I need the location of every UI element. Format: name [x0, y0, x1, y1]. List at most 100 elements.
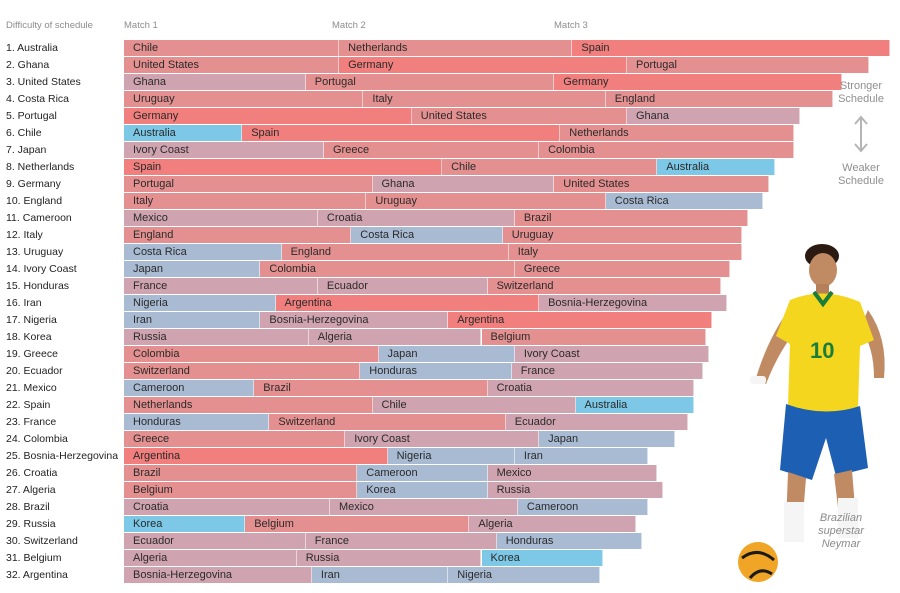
bar-segment-match-3: Ecuador: [505, 414, 688, 430]
bar-segment-match-2: Chile: [442, 159, 658, 175]
bar-segment-match-1: Australia: [124, 125, 243, 141]
team-label: 13. Uruguay: [6, 246, 64, 258]
bar-segment-match-2: Bosnia-Herzegovina: [260, 312, 449, 328]
bar-segment-match-2: Russia: [296, 550, 482, 566]
bar-segment-match-1: Switzerland: [124, 363, 361, 379]
bar-segment-match-1: Germany: [124, 108, 412, 124]
double-arrow-icon: [854, 115, 868, 153]
team-label: 19. Greece: [6, 348, 58, 360]
chart-header: Difficulty of schedule Match 1 Match 2 M…: [0, 0, 900, 36]
team-label: 29. Russia: [6, 518, 56, 530]
bar-segment-match-3: Korea: [481, 550, 603, 566]
bar-segment-match-3: Ivory Coast: [514, 346, 709, 362]
bar-segment-match-2: Chile: [372, 397, 576, 413]
team-label: 27. Algeria: [6, 484, 56, 496]
bar-segment-match-2: Croatia: [317, 210, 515, 226]
bar-segment-match-1: Cameroon: [124, 380, 255, 396]
team-label: 22. Spain: [6, 399, 51, 411]
team-label: 18. Korea: [6, 331, 52, 343]
bar-segment-match-3: Australia: [575, 397, 694, 413]
bar-segment-match-1: Spain: [124, 159, 443, 175]
bar-segment-match-3: Portugal: [627, 57, 870, 73]
player-illustration: 10: [738, 244, 885, 582]
bar-segment-match-3: Iran: [514, 448, 649, 464]
team-label: 23. France: [6, 416, 57, 428]
team-label: 28. Brazil: [6, 501, 50, 513]
bar-segment-match-1: Croatia: [124, 499, 330, 515]
bar-segment-match-1: Italy: [124, 193, 367, 209]
bar-segment-match-1: Greece: [124, 431, 346, 447]
team-label: 3. United States: [6, 76, 81, 88]
chart-title: Difficulty of schedule: [6, 20, 93, 31]
bar-segment-match-1: Korea: [124, 516, 246, 532]
svg-text:10: 10: [810, 338, 834, 363]
team-label: 5. Portugal: [6, 110, 57, 122]
bar-segment-match-3: Japan: [539, 431, 676, 447]
bar-segment-match-1: Algeria: [124, 550, 297, 566]
difficulty-legend: Stronger Schedule Weaker Schedule: [826, 74, 896, 194]
team-label: 7. Japan: [6, 144, 47, 156]
bar-segment-match-3: Colombia: [539, 142, 794, 158]
bar-segment-match-2: England: [281, 244, 509, 260]
team-label: 16. Iran: [6, 297, 42, 309]
bar-segment-match-1: Bosnia-Herzegovina: [124, 567, 312, 583]
bar-segment-match-3: Netherlands: [560, 125, 794, 141]
team-label: 17. Nigeria: [6, 314, 57, 326]
bar-segment-match-2: United States: [411, 108, 627, 124]
bar-segment-match-2: Mexico: [330, 499, 518, 515]
bar-segment-match-3: England: [605, 91, 833, 107]
bar-segment-match-2: Spain: [242, 125, 561, 141]
bar-segment-match-2: Ivory Coast: [345, 431, 540, 447]
bar-segment-match-1: Brazil: [124, 465, 358, 481]
bar-segment-match-3: Italy: [508, 244, 743, 260]
team-label: 32. Argentina: [6, 569, 68, 581]
bar-segment-match-1: Ghana: [124, 74, 306, 90]
bar-segment-match-1: Costa Rica: [124, 244, 282, 260]
bar-segment-match-1: Japan: [124, 261, 261, 277]
team-label: 15. Honduras: [6, 280, 70, 292]
bar-segment-match-2: Korea: [357, 482, 488, 498]
bar-segment-match-2: Algeria: [308, 329, 482, 345]
bar-segment-match-3: Switzerland: [487, 278, 721, 294]
team-label: 8. Netherlands: [6, 161, 75, 173]
team-label: 11. Cameroon: [6, 212, 72, 224]
team-label: 4. Costa Rica: [6, 93, 70, 105]
team-label: 10. England: [6, 195, 63, 207]
column-header-match-1: Match 1: [124, 20, 158, 31]
bar-segment-match-2: France: [305, 533, 497, 549]
team-label: 6. Chile: [6, 127, 42, 139]
bar-segment-match-2: Germany: [339, 57, 627, 73]
bar-segment-match-2: Switzerland: [269, 414, 506, 430]
bar-segment-match-1: Netherlands: [124, 397, 373, 413]
photo-caption: Brazilian superstar Neymar: [818, 512, 864, 550]
bar-segment-match-2: Costa Rica: [351, 227, 503, 243]
team-label: 24. Colombia: [6, 433, 68, 445]
team-label: 30. Switzerland: [6, 535, 78, 547]
bar-segment-match-2: Iran: [311, 567, 449, 583]
bar-segment-match-3: Australia: [657, 159, 776, 175]
bar-segment-match-3: Russia: [487, 482, 664, 498]
bar-segment-match-2: Japan: [378, 346, 515, 362]
bar-segment-match-2: Honduras: [360, 363, 512, 379]
column-header-match-2: Match 2: [332, 20, 366, 31]
bar-segment-match-2: Ecuador: [317, 278, 488, 294]
bar-segment-match-1: France: [124, 278, 318, 294]
bar-segment-match-1: Colombia: [124, 346, 379, 362]
bar-segment-match-1: Iran: [124, 312, 261, 328]
bar-segment-match-3: Nigeria: [448, 567, 600, 583]
bar-segment-match-3: Uruguay: [502, 227, 743, 243]
bar-segment-match-2: Nigeria: [387, 448, 515, 464]
bar-segment-match-2: Greece: [324, 142, 540, 158]
bar-segment-match-3: Algeria: [469, 516, 636, 532]
bar-segment-match-1: Uruguay: [124, 91, 364, 107]
bar-segment-match-3: United States: [554, 176, 770, 192]
bar-segment-match-2: Portugal: [305, 74, 555, 90]
bar-segment-match-1: Argentina: [124, 448, 388, 464]
team-label: 25. Bosnia-Herzegovina: [6, 450, 119, 462]
bar-segment-match-3: Ghana: [627, 108, 800, 124]
bar-segment-match-1: Honduras: [124, 414, 270, 430]
bar-segment-match-2: Argentina: [275, 295, 540, 311]
bar-segment-match-1: United States: [124, 57, 340, 73]
bar-segment-match-3: Greece: [514, 261, 730, 277]
